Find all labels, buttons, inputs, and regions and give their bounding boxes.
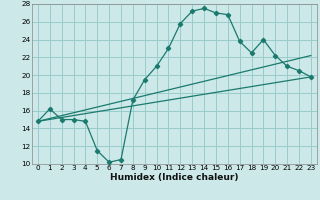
X-axis label: Humidex (Indice chaleur): Humidex (Indice chaleur) (110, 173, 239, 182)
